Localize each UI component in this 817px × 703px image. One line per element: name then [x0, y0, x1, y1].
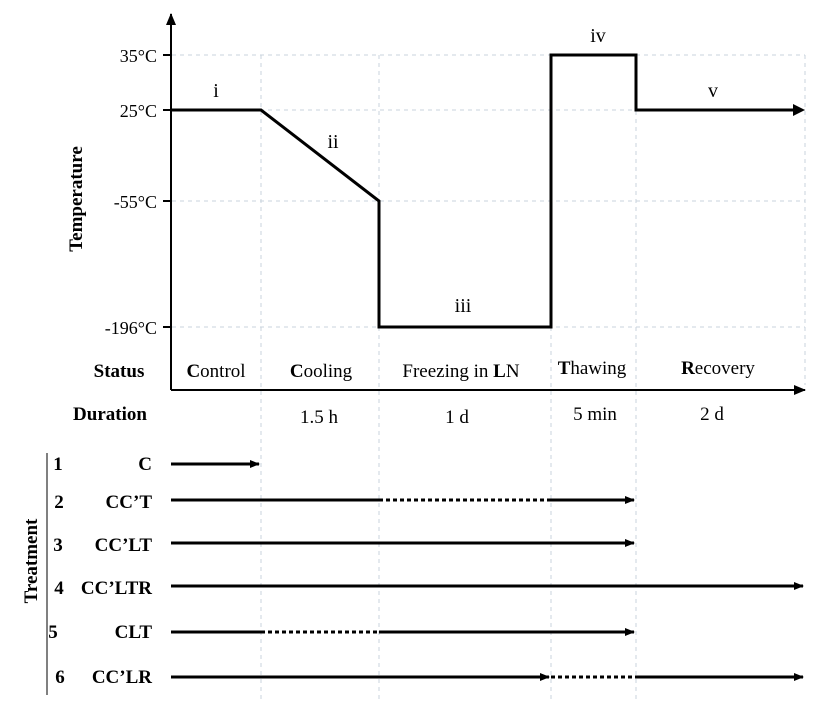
duration-cooling: 1.5 h: [300, 407, 339, 428]
temperature-profile: [171, 53, 795, 329]
treatment-2-code: CC’T: [106, 492, 153, 513]
y-tick-35: 35°C: [120, 46, 157, 66]
duration-freezing: 1 d: [445, 407, 469, 428]
duration-recovery: 2 d: [700, 404, 724, 425]
status-thawing: Thawing: [558, 358, 627, 379]
stage-marker-v: v: [708, 80, 718, 102]
status-recovery-initial: R: [681, 358, 695, 379]
treatment-5-code: CLT: [115, 622, 153, 643]
status-control: Control: [186, 361, 245, 382]
temperature-gridlines: [172, 54, 805, 328]
stage-marker-ii: ii: [327, 131, 339, 153]
status-freezing: Freezing in LN: [402, 361, 519, 382]
treatment-4-code: CC’LTR: [81, 578, 152, 599]
treatment-2-number: 2: [54, 492, 64, 513]
treatment-3-number: 3: [53, 535, 63, 556]
status-cooling-initial: C: [290, 361, 304, 382]
y-tick-minus196: -196°C: [105, 318, 157, 338]
treatment-1-number: 1: [53, 454, 63, 475]
status-cooling-rest: ooling: [304, 361, 353, 382]
status-freezing-prefix: Freezing in: [402, 361, 493, 382]
treatment-3-code: CC’LT: [95, 535, 153, 556]
status-control-rest: ontrol: [200, 361, 245, 382]
temperature-axis-label: Temperature: [66, 146, 87, 252]
treatment-1-code: C: [138, 454, 152, 475]
y-tick-minus55: -55°C: [114, 192, 157, 212]
status-label: Status: [94, 361, 145, 382]
treatment-6-number: 6: [55, 667, 65, 688]
temperature-profile-arrowhead: [793, 104, 805, 116]
treatment-4-number: 4: [54, 578, 64, 599]
stage-marker-i: i: [213, 80, 219, 102]
duration-label: Duration: [73, 404, 147, 425]
duration-thawing: 5 min: [573, 404, 617, 425]
status-recovery: Recovery: [681, 358, 755, 379]
status-freezing-initial: L: [493, 361, 506, 382]
stage-marker-iv: iv: [590, 25, 606, 47]
treatment-axis-label: Treatment: [21, 518, 42, 603]
status-control-initial: C: [186, 361, 200, 382]
status-thawing-rest: hawing: [570, 358, 626, 379]
status-freezing-rest: N: [506, 361, 520, 382]
stage-marker-iii: iii: [455, 295, 472, 317]
y-axis-ticks: [163, 54, 171, 328]
status-thawing-initial: T: [558, 358, 571, 379]
status-recovery-rest: ecovery: [695, 358, 756, 379]
status-cooling: Cooling: [290, 361, 353, 382]
y-tick-25: 25°C: [120, 101, 157, 121]
treatment-5-number: 5: [48, 622, 58, 643]
treatment-6-code: CC’LR: [92, 667, 152, 688]
